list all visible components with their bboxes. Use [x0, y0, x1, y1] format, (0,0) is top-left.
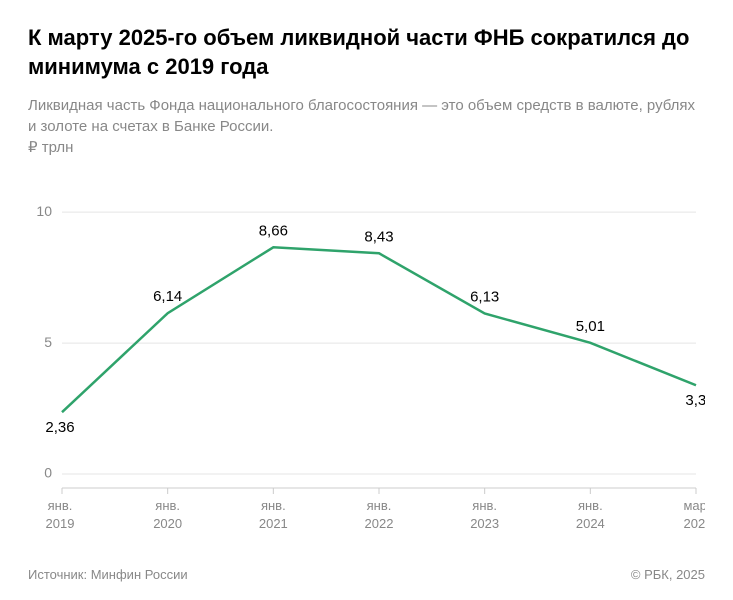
- x-tick-year: 2020: [153, 516, 182, 531]
- x-tick-year: 2019: [46, 516, 75, 531]
- value-label: 6,13: [470, 289, 499, 306]
- x-tick-year: 2021: [259, 516, 288, 531]
- chart-container: К марту 2025-го объем ликвидной части ФН…: [0, 0, 733, 600]
- x-tick-month: янв.: [578, 498, 603, 513]
- value-label: 3,39: [685, 392, 705, 409]
- x-tick-month: янв.: [261, 498, 286, 513]
- x-tick-month: март: [683, 498, 705, 513]
- chart-title: К марту 2025-го объем ликвидной части ФН…: [28, 24, 705, 81]
- value-label: 2,36: [45, 419, 74, 436]
- value-label: 8,66: [259, 222, 288, 239]
- line-chart-svg: 0 5 10 2,36 6,14 8,66 8,43 6,13 5,01 3,39 янв. 2019…: [28, 176, 705, 536]
- x-tick-month: янв.: [367, 498, 392, 513]
- chart-subtitle: Ликвидная часть Фонда национального благ…: [28, 95, 705, 158]
- x-tick-month: янв.: [472, 498, 497, 513]
- y-tick-label: 0: [44, 465, 52, 481]
- copyright-text: © РБК, 2025: [631, 567, 705, 582]
- value-label: 6,14: [153, 288, 182, 305]
- x-tick-month: янв.: [155, 498, 180, 513]
- y-tick-label: 5: [44, 334, 52, 350]
- value-label: 5,01: [576, 318, 605, 335]
- x-tick-year: 2025: [684, 516, 705, 531]
- x-tick-year: 2024: [576, 516, 605, 531]
- source-text: Источник: Минфин России: [28, 567, 188, 582]
- x-tick-year: 2023: [470, 516, 499, 531]
- x-tick-year: 2022: [365, 516, 394, 531]
- chart-area: 0 5 10 2,36 6,14 8,66 8,43 6,13 5,01 3,39 янв. 2019…: [28, 176, 705, 536]
- x-tick-month: янв.: [48, 498, 73, 513]
- chart-footer: Источник: Минфин России © РБК, 2025: [28, 567, 705, 582]
- y-tick-label: 10: [36, 203, 52, 219]
- value-label: 8,43: [364, 228, 393, 245]
